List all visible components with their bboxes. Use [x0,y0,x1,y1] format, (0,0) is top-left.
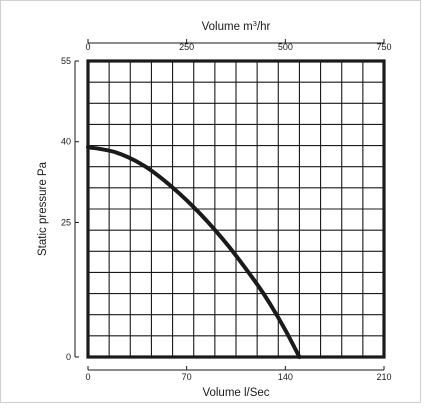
x-top-tick-label: 500 [278,42,293,52]
tick-labels: 0 250 500 750 0 70 140 210 0 25 40 55 [61,42,392,382]
x-top-axis-title-suffix: /hr [257,21,271,33]
y-tick-label: 0 [66,352,71,362]
y-tick-label: 25 [61,217,71,227]
x-top-tick-label: 750 [376,42,391,52]
x-bottom-axis-title: Volume l/Sec [202,387,269,399]
y-tick-label: 55 [61,56,71,66]
y-axis-title: Static pressure Pa [37,161,49,256]
x-bottom-tick-label: 70 [182,372,192,382]
grid [88,61,384,357]
x-top-axis-title-superscript: 3 [253,19,257,28]
x-top-tick-label: 0 [85,42,90,52]
x-top-axis-title-text: Volume m [202,21,253,33]
ticks [75,39,385,370]
series-line [86,145,302,359]
x-bottom-tick-label: 210 [376,372,391,382]
y-tick-label: 40 [61,137,71,147]
plot-frame [86,59,386,359]
x-top-axis-title: Volume m3/hr [202,19,271,33]
x-bottom-tick-label: 140 [278,372,293,382]
x-top-tick-label: 250 [179,42,194,52]
x-bottom-tick-label: 0 [85,372,90,382]
